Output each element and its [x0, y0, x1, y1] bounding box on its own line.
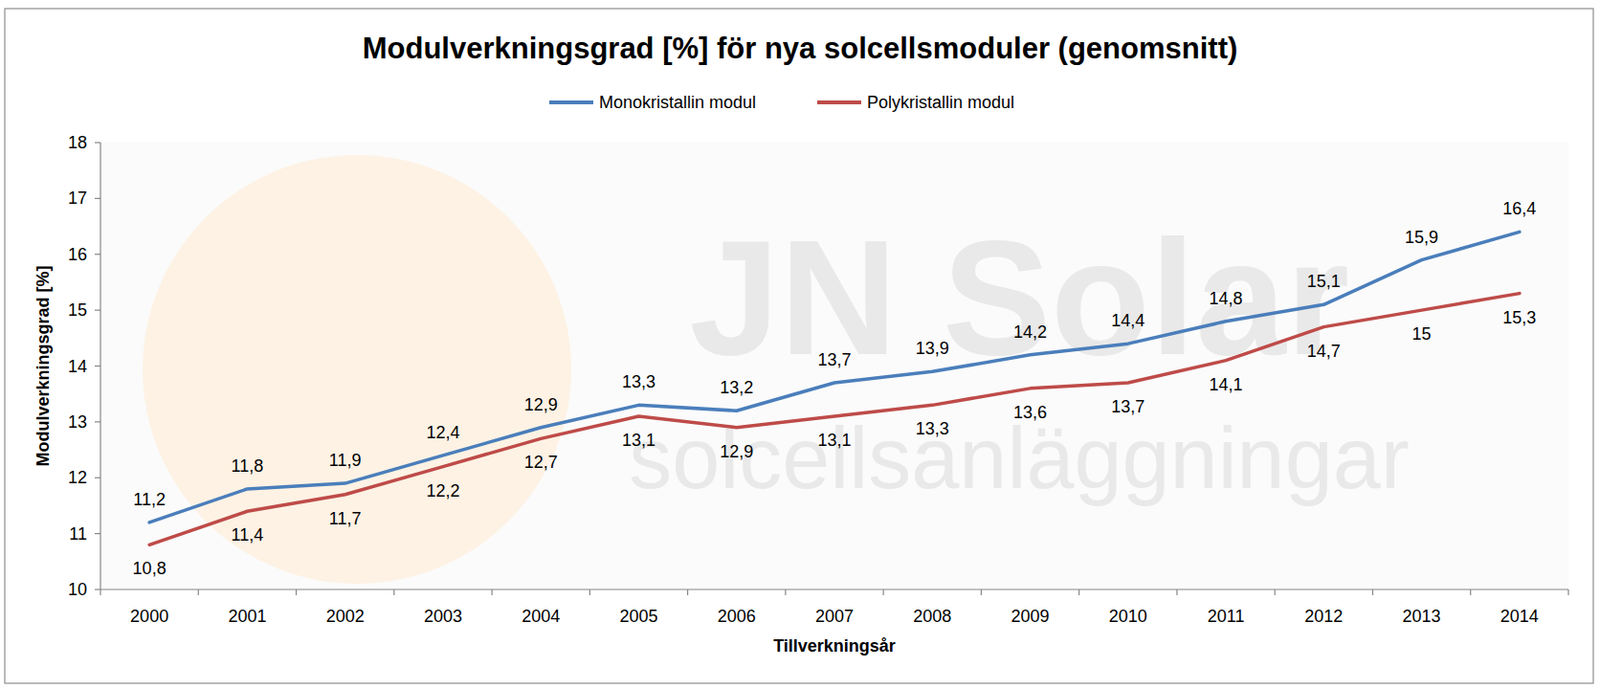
series-line	[149, 231, 1520, 523]
y-tick	[94, 421, 101, 423]
chart: JN SolarsolcellsanläggningarModulverknin…	[0, 0, 1600, 689]
data-label: 11,9	[329, 450, 362, 470]
data-label: 14,7	[1307, 341, 1341, 361]
chart-border	[4, 8, 1594, 684]
x-tick-label: 2003	[423, 606, 463, 626]
y-tick-label: 12	[67, 467, 88, 488]
legend-label: Monokristallin modul	[599, 92, 756, 112]
x-tick	[980, 589, 982, 596]
x-axis	[100, 588, 1569, 590]
x-tick	[1372, 589, 1374, 596]
x-tick-label: 2014	[1500, 606, 1539, 626]
y-tick	[94, 365, 101, 367]
watermark: JN Solar	[688, 206, 1350, 389]
x-tick-label: 2013	[1402, 606, 1442, 626]
data-label: 13,3	[622, 372, 656, 392]
y-tick-label: 14	[67, 356, 88, 377]
y-tick-label: 16	[67, 244, 88, 265]
data-label: 13,7	[1111, 397, 1145, 417]
x-tick	[99, 589, 101, 596]
data-label: 14,1	[1209, 375, 1244, 395]
data-label: 11,7	[329, 509, 362, 529]
y-tick	[94, 477, 101, 479]
x-tick-label: 2009	[1011, 606, 1050, 626]
y-tick-label: 15	[67, 300, 88, 320]
x-axis-label: Tillverkningsår	[773, 636, 896, 656]
x-tick-label: 2000	[130, 606, 169, 626]
y-tick-label: 10	[67, 579, 88, 600]
data-label: 13,2	[719, 377, 754, 398]
x-tick-label: 2006	[717, 606, 756, 626]
y-tick-label: 17	[67, 188, 88, 208]
x-tick	[687, 589, 689, 596]
legend-item: Polykristallin modul	[817, 92, 1015, 112]
x-tick	[1274, 589, 1276, 596]
x-tick	[198, 589, 200, 596]
data-label: 12,2	[425, 481, 460, 501]
y-tick	[94, 310, 101, 312]
y-tick-label: 11	[68, 524, 88, 544]
data-label: 13,3	[915, 419, 950, 439]
x-tick	[784, 589, 786, 596]
plot-area	[100, 142, 1569, 590]
x-tick-label: 2008	[912, 606, 952, 626]
y-tick	[94, 198, 101, 200]
legend-swatch	[549, 100, 594, 105]
x-tick	[1469, 589, 1471, 596]
data-label: 13,1	[817, 430, 851, 450]
legend-item: Monokristallin modul	[549, 92, 756, 112]
data-label: 16,4	[1502, 199, 1536, 219]
data-label: 11,4	[231, 525, 265, 545]
series-line	[149, 293, 1520, 546]
data-label: 12,9	[524, 395, 558, 415]
x-tick	[1078, 589, 1080, 596]
data-label: 11,2	[133, 489, 166, 510]
data-label: 15	[1412, 324, 1432, 344]
data-label: 14,2	[1013, 322, 1047, 342]
data-label: 13,7	[817, 350, 851, 370]
y-tick-label: 13	[67, 412, 88, 432]
data-label: 12,9	[719, 442, 754, 462]
title: Modulverkningsgrad [%] för nya solcellsm…	[362, 31, 1239, 66]
data-label: 13,9	[915, 338, 950, 358]
x-tick	[1176, 589, 1178, 596]
y-tick	[94, 141, 101, 143]
y-tick	[94, 533, 101, 534]
data-label: 14,8	[1209, 288, 1244, 309]
data-label: 13,1	[622, 430, 656, 450]
x-tick	[1567, 589, 1569, 596]
data-label: 13,6	[1013, 402, 1047, 423]
x-tick-label: 2010	[1109, 606, 1148, 626]
x-tick	[589, 589, 591, 596]
data-label: 15,1	[1307, 271, 1341, 291]
x-tick-label: 2007	[815, 606, 854, 626]
x-tick	[883, 589, 885, 596]
data-label: 11,8	[231, 456, 265, 476]
legend-label: Polykristallin modul	[866, 92, 1015, 112]
data-label: 12,4	[425, 422, 460, 443]
x-tick-label: 2004	[521, 606, 560, 626]
x-tick-label: 2005	[619, 606, 658, 626]
data-label: 14,4	[1111, 311, 1145, 331]
x-tick-label: 2001	[227, 606, 267, 626]
legend-swatch	[817, 100, 862, 105]
x-tick	[295, 589, 297, 596]
data-label: 10,8	[133, 558, 167, 578]
x-tick-label: 2002	[326, 606, 365, 626]
y-tick-label: 18	[67, 133, 88, 153]
y-axis-label: Modulverkningsgrad [%]	[33, 265, 53, 467]
x-tick-label: 2012	[1304, 606, 1343, 626]
data-label: 15,9	[1404, 227, 1439, 247]
data-label: 12,7	[524, 452, 558, 472]
y-tick	[94, 253, 101, 255]
watermark-circle	[142, 155, 572, 584]
x-tick	[393, 589, 395, 596]
y-tick	[94, 588, 101, 590]
x-tick	[490, 589, 492, 596]
lines	[149, 231, 1520, 545]
x-tick-label: 2011	[1207, 606, 1245, 626]
data-label: 15,3	[1502, 308, 1536, 328]
